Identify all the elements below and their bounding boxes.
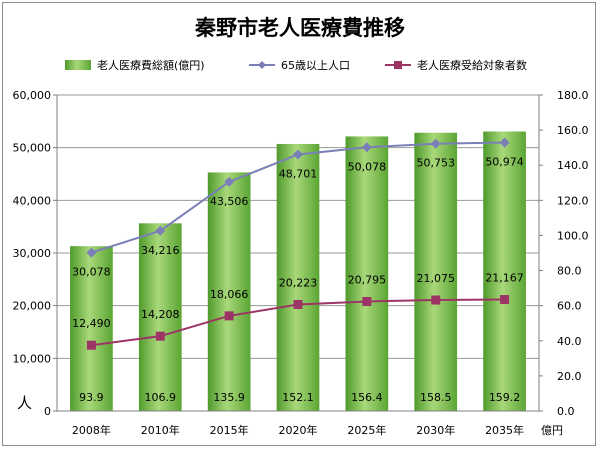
line-marker bbox=[430, 138, 441, 149]
line-marker bbox=[86, 340, 96, 350]
left-axis-tick-label: 20,000 bbox=[13, 300, 52, 313]
axes: 0 10,000 20,000 30,000 40,000 50,000 60,000 0.0… bbox=[13, 89, 589, 437]
line-marker bbox=[86, 247, 97, 258]
bar-data-label: 93.9 bbox=[79, 391, 104, 404]
legend-label: 65歳以上人口 bbox=[281, 59, 350, 72]
left-axis-tick-label: 40,000 bbox=[13, 194, 52, 207]
right-axis-tick-label: 20.0 bbox=[557, 370, 582, 383]
right-axis-tick-label: 160.0 bbox=[557, 124, 589, 137]
line-marker bbox=[361, 142, 372, 153]
left-axis-tick-label: 0 bbox=[44, 405, 51, 418]
bar-series bbox=[70, 131, 526, 412]
x-axis-tick-label: 2020年 bbox=[279, 423, 318, 437]
chart-frame: 秦野市老人医療費推移 老人医療費総額(億円) 65歳以上人口 老人医療受給対象者数 … bbox=[2, 2, 596, 446]
left-axis-tick-label: 50,000 bbox=[13, 142, 52, 155]
chart-title: 秦野市老人医療費推移 bbox=[194, 16, 405, 40]
legend: 老人医療費総額(億円) 65歳以上人口 老人医療受給対象者数 bbox=[65, 58, 527, 72]
bar-data-label: 152.1 bbox=[282, 391, 314, 404]
bar bbox=[414, 132, 458, 411]
right-axis-tick-label: 100.0 bbox=[557, 229, 589, 242]
x-axis-tick-label: 2008年 bbox=[72, 423, 111, 437]
x-axis-tick-label: 2015年 bbox=[210, 423, 249, 437]
line-data-label: 50,753 bbox=[416, 157, 455, 170]
x-axis-tick-label: 2010年 bbox=[141, 423, 180, 437]
bar-data-label: 135.9 bbox=[213, 391, 245, 404]
line-data-label: 12,490 bbox=[72, 317, 111, 330]
line-data-label: 20,795 bbox=[348, 273, 387, 286]
line-marker bbox=[224, 176, 235, 187]
line-marker bbox=[362, 296, 372, 306]
left-axis-tick-label: 60,000 bbox=[13, 89, 52, 102]
line-marker bbox=[500, 295, 510, 305]
bar bbox=[70, 246, 113, 411]
left-axis-tick-label: 30,000 bbox=[13, 247, 52, 260]
line-data-label: 34,216 bbox=[141, 244, 180, 257]
right-axis-unit: 億円 bbox=[541, 424, 563, 437]
left-axis-unit: 人 bbox=[17, 394, 32, 412]
right-axis-tick-label: 120.0 bbox=[557, 194, 589, 207]
right-axis-tick-label: 60.0 bbox=[557, 300, 582, 313]
line-marker bbox=[224, 311, 234, 321]
x-axis-tick-label: 2035年 bbox=[485, 423, 524, 437]
line-data-label: 50,078 bbox=[348, 160, 387, 173]
x-axis-tick-label: 2030年 bbox=[416, 423, 455, 437]
legend-label: 老人医療費総額(億円) bbox=[97, 58, 205, 72]
line-marker bbox=[431, 295, 441, 305]
line-marker bbox=[155, 225, 166, 236]
bar-data-label: 159.2 bbox=[489, 391, 521, 404]
line-data-label: 50,974 bbox=[485, 156, 524, 169]
legend-marker bbox=[394, 61, 402, 69]
line-marker bbox=[293, 299, 303, 309]
right-axis-tick-label: 40.0 bbox=[557, 335, 582, 348]
line-data-label: 43,506 bbox=[210, 195, 249, 208]
line-data-label: 18,066 bbox=[210, 288, 249, 301]
bar bbox=[345, 136, 389, 412]
line-marker bbox=[499, 137, 510, 148]
bar bbox=[207, 172, 251, 411]
line-data-label: 14,208 bbox=[141, 308, 180, 321]
bar bbox=[138, 223, 182, 411]
legend-marker bbox=[258, 61, 266, 69]
line-data-label: 48,701 bbox=[279, 168, 318, 181]
right-axis-tick-label: 180.0 bbox=[557, 89, 589, 102]
line-data-label: 21,075 bbox=[416, 272, 455, 285]
x-axis-tick-label: 2025年 bbox=[347, 423, 386, 437]
line-data-label: 20,223 bbox=[279, 276, 318, 289]
legend-swatch bbox=[65, 60, 91, 70]
bar bbox=[276, 143, 320, 412]
bar-data-label: 156.4 bbox=[351, 391, 383, 404]
bar-data-label: 158.5 bbox=[420, 391, 452, 404]
right-axis-tick-label: 0.0 bbox=[557, 405, 575, 418]
line-marker bbox=[155, 331, 165, 341]
bar-data-label: 106.9 bbox=[145, 391, 177, 404]
line-marker bbox=[293, 149, 303, 160]
bar bbox=[483, 131, 526, 411]
legend-label: 老人医療受給対象者数 bbox=[417, 58, 527, 72]
chart: 秦野市老人医療費推移 老人医療費総額(億円) 65歳以上人口 老人医療受給対象者数 … bbox=[13, 16, 589, 437]
line-series bbox=[86, 137, 510, 350]
right-axis-tick-label: 140.0 bbox=[557, 159, 589, 172]
data-labels: 93.9 106.9 135.9 152.1 156.4 158.5 159.2 30,078… bbox=[72, 156, 524, 404]
line-data-label: 21,167 bbox=[485, 272, 524, 285]
left-axis-tick-label: 10,000 bbox=[13, 352, 52, 365]
right-axis-tick-label: 80.0 bbox=[557, 265, 582, 278]
line-data-label: 30,078 bbox=[72, 266, 111, 279]
